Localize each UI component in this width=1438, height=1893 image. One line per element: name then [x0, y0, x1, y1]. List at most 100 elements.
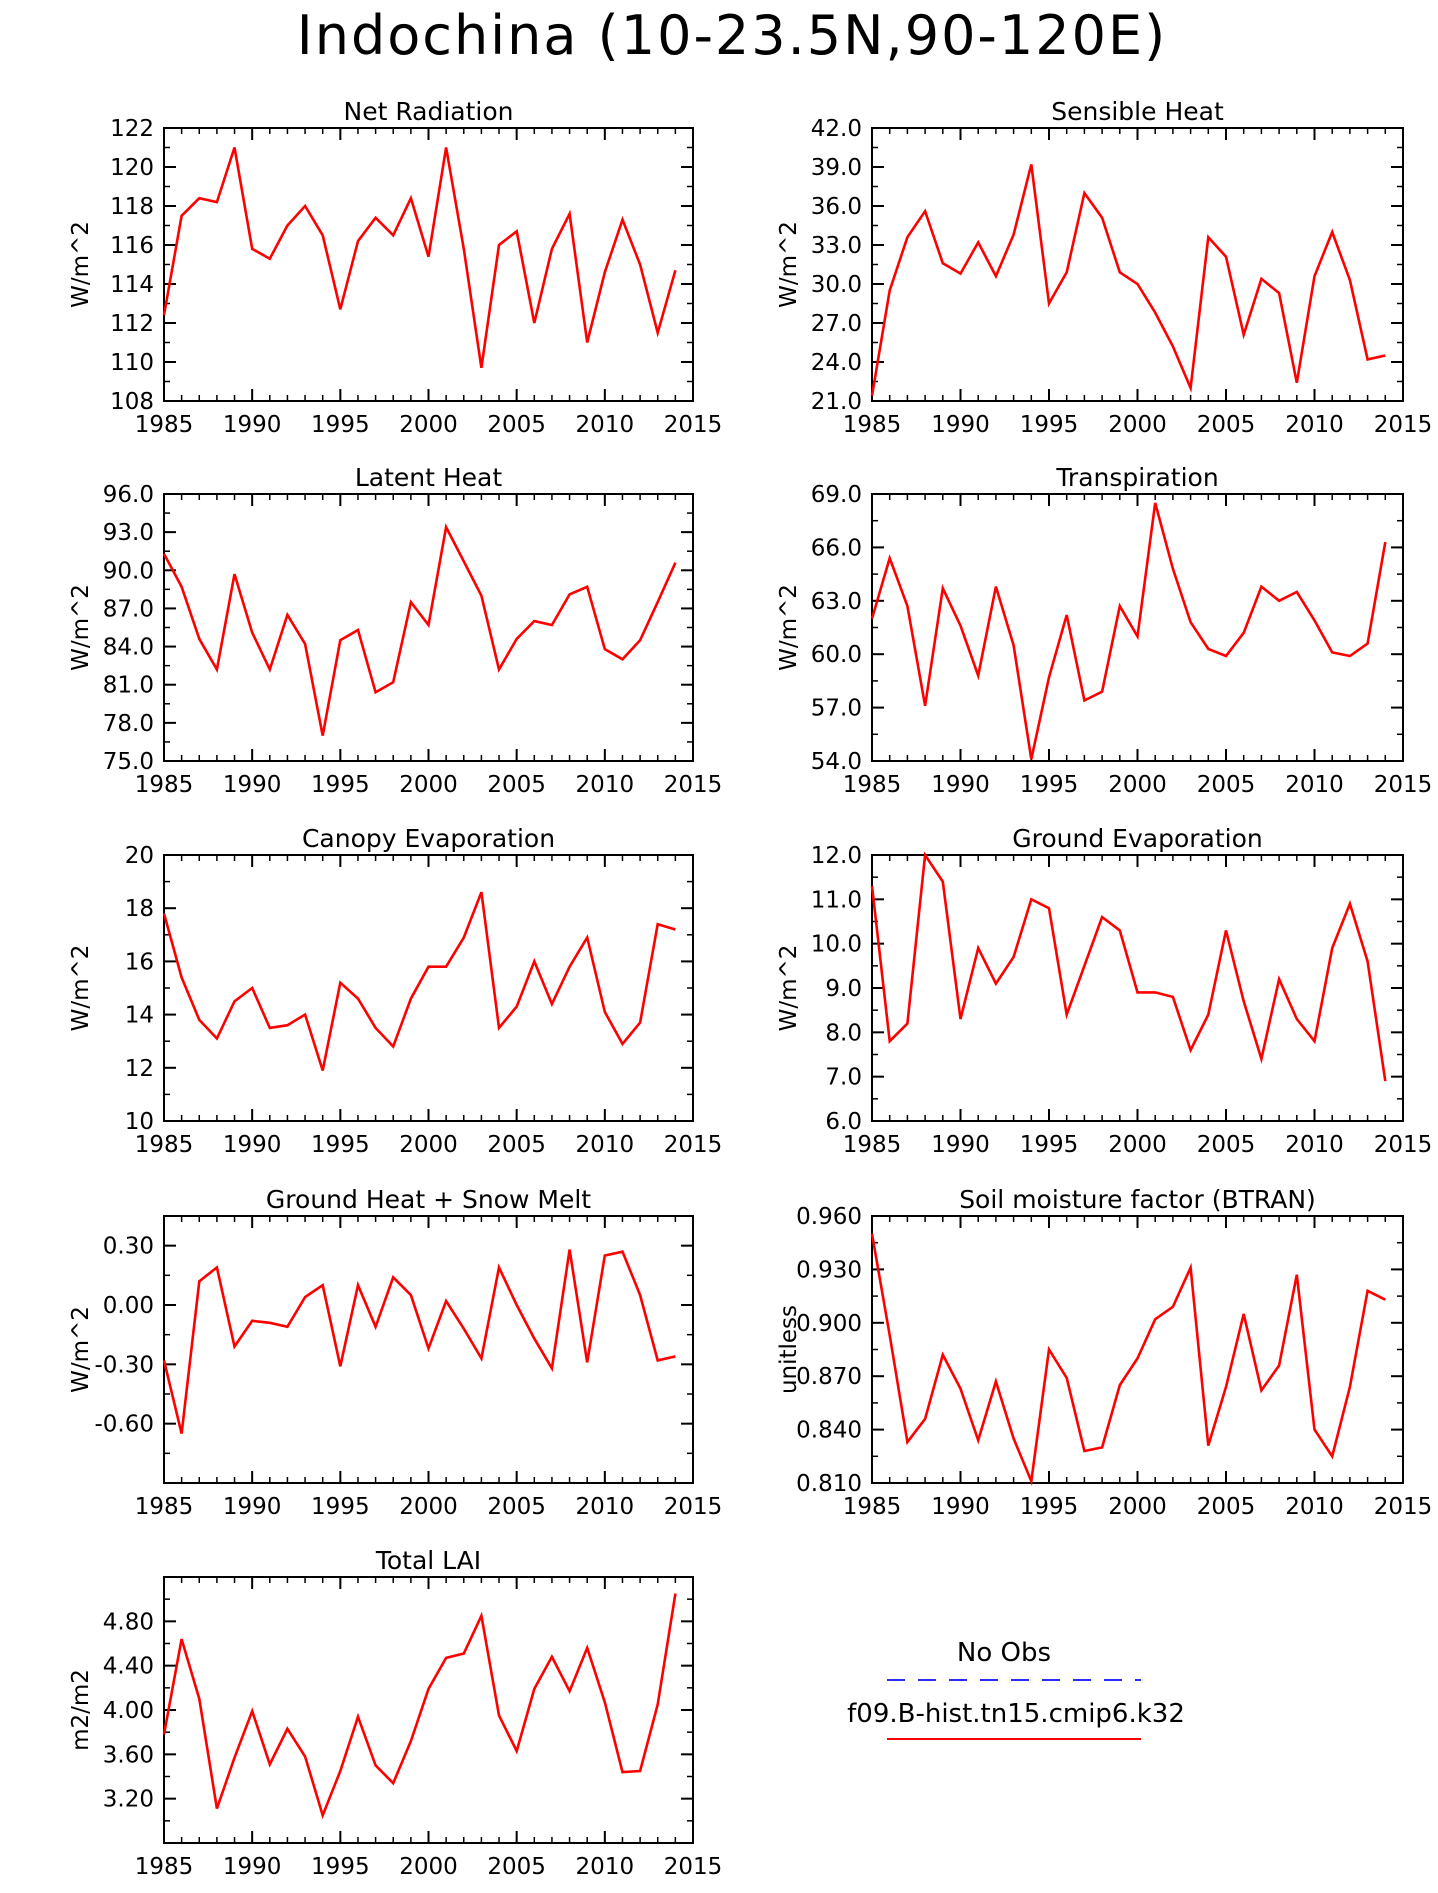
y-tick-label: 96.0 [103, 482, 154, 508]
x-tick-label: 2015 [1374, 772, 1433, 798]
y-tick-label: 69.0 [811, 482, 862, 508]
y-tick-label: 87.0 [103, 596, 154, 622]
x-tick-label: 2015 [1374, 1132, 1433, 1158]
y-tick-label: 116 [110, 233, 154, 259]
x-tick-label: 1990 [223, 412, 282, 438]
y-tick-label: 75.0 [103, 749, 154, 775]
y-tick-label: 108 [110, 389, 154, 415]
panel-title: Transpiration [1055, 463, 1218, 492]
panel-title: Soil moisture factor (BTRAN) [959, 1185, 1316, 1214]
x-tick-label: 2005 [1197, 412, 1256, 438]
x-tick-label: 1990 [223, 1854, 282, 1880]
x-tick-label: 2010 [1285, 412, 1344, 438]
x-tick-label: 1990 [223, 1132, 282, 1158]
x-tick-label: 2015 [1374, 1494, 1433, 1520]
panel-2: Sensible Heat W/m^2 1985 1990 1995 2000 2005 20… [776, 97, 1432, 438]
y-tick-label: 110 [110, 350, 154, 376]
y-tick-label: 30.0 [811, 272, 862, 298]
x-tick-label: 1985 [843, 772, 902, 798]
x-tick-label: 2000 [1108, 1132, 1167, 1158]
x-tick-label: 2000 [399, 1854, 458, 1880]
x-tick-label: 1985 [135, 412, 194, 438]
panel-9: Total LAI m2/m2 1985 1990 1995 2000 2005 2010 20… [68, 1546, 722, 1880]
y-tick-label: 78.0 [103, 711, 154, 737]
legend-obs-label: No Obs [957, 1638, 1051, 1668]
x-tick-label: 2000 [1108, 1494, 1167, 1520]
y-tick-label: 11.0 [811, 887, 862, 913]
y-tick-label: 118 [110, 194, 154, 220]
panel-title: Canopy Evaporation [302, 824, 555, 853]
panel-1: Net Radiation W/m^2 1985 1990 1995 2000 2005 20… [68, 97, 722, 438]
y-tick-label: 9.0 [825, 976, 862, 1002]
y-tick-label: 93.0 [103, 520, 154, 546]
panel-title: Sensible Heat [1051, 97, 1224, 126]
panel-6: Ground Evaporation W/m^2 1985 1990 1995 2000 2… [776, 824, 1432, 1158]
plot-frame [163, 1576, 694, 1844]
y-axis-label: W/m^2 [776, 221, 802, 308]
x-tick-label: 2005 [1197, 1132, 1256, 1158]
plot-frame [871, 127, 1404, 402]
y-axis-label: W/m^2 [776, 584, 802, 671]
x-tick-label: 2010 [1285, 1132, 1344, 1158]
y-tick-label: 0.30 [103, 1234, 154, 1260]
panel-3: Latent Heat W/m^2 1985 1990 1995 2000 2005 2010… [68, 463, 722, 798]
y-tick-label: 12 [125, 1056, 154, 1082]
x-tick-label: 1990 [223, 1494, 282, 1520]
y-tick-label: -0.60 [94, 1412, 154, 1438]
x-tick-label: 2010 [576, 1494, 635, 1520]
panel-title: Latent Heat [355, 463, 503, 492]
series-line [162, 523, 677, 736]
y-tick-label: 16 [125, 949, 154, 975]
x-tick-label: 2000 [399, 412, 458, 438]
x-tick-label: 2015 [664, 412, 723, 438]
series-line [870, 851, 1387, 1082]
x-tick-label: 2000 [399, 1132, 458, 1158]
y-tick-label: 14 [125, 1003, 154, 1029]
x-tick-label: 1985 [135, 772, 194, 798]
y-tick-label: 4.40 [103, 1654, 154, 1680]
y-tick-label: 39.0 [811, 155, 862, 181]
y-tick-label: 6.0 [825, 1109, 862, 1135]
y-tick-label: 42.0 [811, 116, 862, 142]
x-tick-label: 1995 [311, 1494, 370, 1520]
x-tick-label: 2010 [576, 772, 635, 798]
y-axis-label: W/m^2 [68, 1306, 94, 1393]
y-tick-label: 4.00 [103, 1698, 154, 1724]
y-tick-label: 60.0 [811, 642, 862, 668]
x-tick-label: 2010 [576, 1132, 635, 1158]
y-tick-label: 24.0 [811, 350, 862, 376]
y-tick-label: 7.0 [825, 1065, 862, 1091]
y-tick-label: 8.0 [825, 1020, 862, 1046]
y-tick-label: 4.80 [103, 1609, 154, 1635]
x-tick-label: 2010 [1285, 772, 1344, 798]
y-tick-label: 57.0 [811, 696, 862, 722]
y-tick-label: 0.870 [796, 1364, 862, 1390]
x-tick-label: 1985 [135, 1132, 194, 1158]
x-tick-label: 1985 [843, 1494, 902, 1520]
panel-title: Total LAI [375, 1546, 481, 1575]
legend-model-label: f09.B-hist.tn15.cmip6.k32 [847, 1699, 1185, 1729]
y-tick-label: 0.960 [796, 1204, 862, 1230]
x-tick-label: 1995 [1020, 1494, 1079, 1520]
x-tick-label: 1990 [931, 1132, 990, 1158]
x-tick-label: 1985 [843, 412, 902, 438]
x-tick-label: 2000 [399, 772, 458, 798]
y-tick-label: 114 [110, 272, 154, 298]
y-axis-label: W/m^2 [68, 584, 94, 671]
x-tick-label: 1985 [135, 1494, 194, 1520]
y-tick-label: 120 [110, 155, 154, 181]
panel-title: Ground Heat + Snow Melt [266, 1185, 591, 1214]
x-tick-label: 1995 [311, 772, 370, 798]
x-tick-label: 2010 [1285, 1494, 1344, 1520]
x-tick-label: 1995 [1020, 1132, 1079, 1158]
x-tick-label: 2000 [399, 1494, 458, 1520]
y-tick-label: 33.0 [811, 233, 862, 259]
y-tick-label: 0.00 [103, 1293, 154, 1319]
panel-title: Net Radiation [344, 97, 514, 126]
x-tick-label: 2005 [487, 412, 546, 438]
plot-frame [163, 127, 694, 402]
x-tick-label: 1990 [223, 772, 282, 798]
series-line [162, 147, 677, 368]
x-tick-label: 2005 [487, 772, 546, 798]
x-tick-label: 1985 [843, 1132, 902, 1158]
